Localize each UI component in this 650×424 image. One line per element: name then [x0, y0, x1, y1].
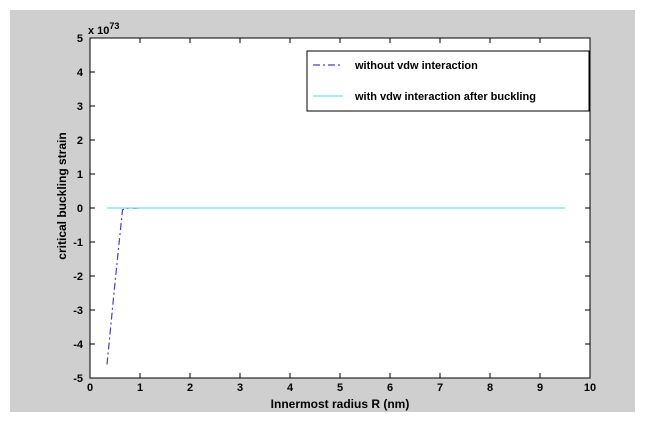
y-tick-label: -5: [73, 373, 83, 385]
y-tick-label: -2: [73, 271, 83, 283]
x-tick-label: 9: [537, 382, 543, 394]
y-tick-label: 2: [77, 135, 83, 147]
y-tick-label: -4: [73, 339, 84, 351]
y-axis-label: critical buckling strain: [55, 132, 69, 259]
x-axis-label: Innermost radius R (nm): [271, 397, 410, 411]
x-tick-label: 2: [187, 382, 193, 394]
x-tick-label: 5: [337, 382, 343, 394]
series-layer: [106, 207, 565, 365]
legend-box: [306, 50, 590, 112]
legend: without vdw interaction with vdw interac…: [306, 50, 590, 112]
legend-label-without-vdw: without vdw interaction: [354, 60, 478, 72]
y-tick-label: -1: [73, 237, 83, 249]
y-tick-label: -3: [73, 305, 83, 317]
x-tick-label: 6: [387, 382, 393, 394]
y-tick-label: 1: [77, 169, 83, 181]
x-tick-label: 3: [237, 382, 243, 394]
y-tick-label: 0: [77, 203, 83, 215]
x-tick-label: 4: [287, 382, 294, 394]
figure-background: 0 1 2 3 4 5 6 7 8 9 10 5 4 3 2 1 0 -1 -2 -3 -4 -5 x 1073 Inn…: [10, 10, 635, 412]
x-tick-label: 7: [437, 382, 443, 394]
x-tick-label: 0: [87, 382, 93, 394]
y-tick-label: 4: [77, 67, 84, 79]
x-tick-label: 8: [487, 382, 493, 394]
y-tick-label: 5: [77, 33, 83, 45]
x-tick-label: 1: [137, 382, 143, 394]
x-axis-ticks: 0 1 2 3 4 5 6 7 8 9 10: [87, 38, 596, 394]
legend-label-with-vdw: with vdw interaction after buckling: [354, 91, 536, 103]
y-axis-multiplier: x 1073: [88, 21, 119, 37]
x-tick-label: 10: [584, 382, 596, 394]
y-tick-label: 3: [77, 101, 83, 113]
